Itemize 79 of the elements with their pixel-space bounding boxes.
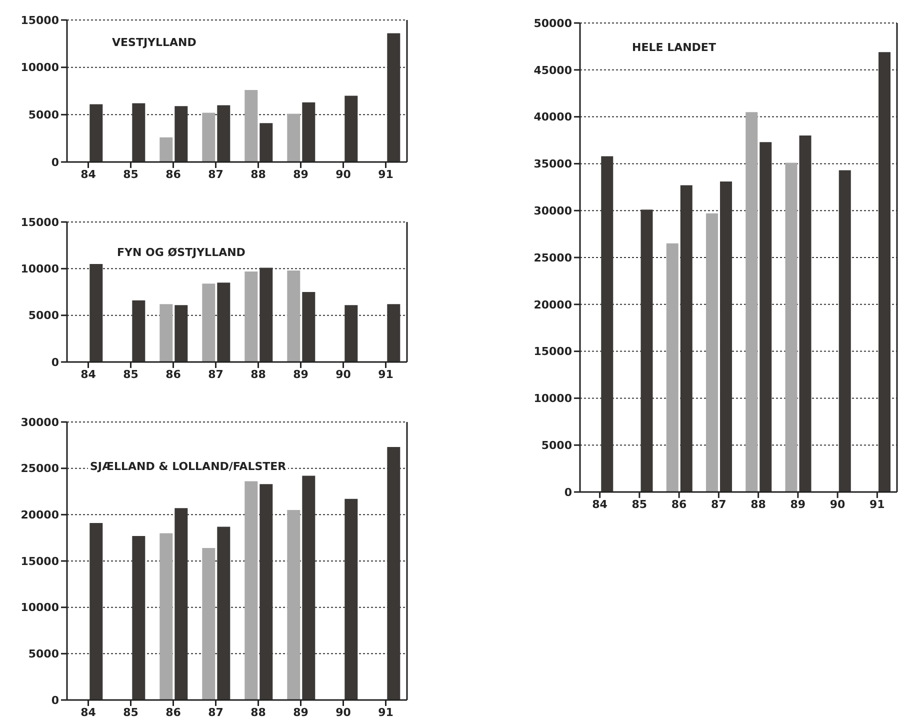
y-tick-label: 30000 xyxy=(534,204,572,218)
x-tick-label: 85 xyxy=(123,168,138,181)
x-tick-label: 91 xyxy=(378,168,394,181)
text: VESTJYLLAND xyxy=(110,36,198,49)
x-tick-label: 88 xyxy=(250,168,266,181)
text: FYN OG ØSTJYLLAND xyxy=(115,246,248,259)
y-tick-label: 50000 xyxy=(534,16,572,30)
y-tick-label: 10000 xyxy=(20,262,60,276)
bar xyxy=(706,213,718,492)
x-tick-label: 87 xyxy=(208,368,224,381)
x-tick-label: 90 xyxy=(336,706,352,719)
y-tick-label: 5000 xyxy=(28,108,60,122)
bar xyxy=(244,481,258,700)
bar xyxy=(244,271,258,362)
bar xyxy=(202,548,216,700)
y-tick-label: 10000 xyxy=(534,392,572,406)
x-tick-label: 85 xyxy=(123,368,138,381)
y-tick-label: 40000 xyxy=(534,110,572,124)
x-tick-label: 91 xyxy=(870,498,885,511)
x-tick-label: 86 xyxy=(166,168,182,181)
x-tick-label: 87 xyxy=(208,706,224,719)
y-tick-label: 10000 xyxy=(20,601,60,614)
bar xyxy=(160,533,173,700)
x-tick-label: 85 xyxy=(123,706,138,719)
bar xyxy=(287,270,300,362)
x-tick-label: 84 xyxy=(80,368,96,381)
y-tick-label: 0 xyxy=(51,156,60,169)
x-tick-label: 89 xyxy=(293,368,308,381)
bar xyxy=(260,123,273,162)
bar xyxy=(746,112,758,492)
y-tick-label: 30000 xyxy=(20,416,60,429)
y-tick-label: 0 xyxy=(51,694,60,707)
y-tick-label: 15000 xyxy=(534,345,572,358)
x-tick-label: 89 xyxy=(790,498,806,511)
text: SJÆLLAND & LOLLAND/FALSTER xyxy=(88,460,288,473)
text: HELE LANDET xyxy=(630,41,718,54)
bar xyxy=(785,162,798,492)
y-tick-label: 35000 xyxy=(534,158,572,171)
x-tick-label: 87 xyxy=(208,168,224,181)
y-tick-label: 20000 xyxy=(534,298,572,312)
x-tick-label: 90 xyxy=(336,368,352,381)
x-tick-label: 87 xyxy=(711,498,726,511)
x-tick-label: 89 xyxy=(293,706,308,719)
bar xyxy=(287,510,300,700)
x-tick-label: 85 xyxy=(632,498,648,511)
y-tick-label: 10000 xyxy=(20,61,60,74)
x-tick-label: 88 xyxy=(250,706,266,719)
bar xyxy=(202,112,216,162)
y-tick-label: 5000 xyxy=(28,309,60,322)
x-tick-label: 84 xyxy=(80,168,96,181)
bar xyxy=(160,304,173,362)
y-tick-label: 15000 xyxy=(20,14,60,27)
y-tick-label: 0 xyxy=(564,486,572,499)
y-tick-label: 20000 xyxy=(20,508,60,522)
bar xyxy=(160,137,173,162)
x-tick-label: 84 xyxy=(80,706,96,719)
x-tick-label: 89 xyxy=(293,168,308,181)
y-tick-label: 0 xyxy=(51,356,60,369)
bar xyxy=(666,243,678,492)
x-tick-label: 84 xyxy=(592,498,608,511)
y-tick-label: 45000 xyxy=(534,64,572,77)
x-tick-label: 90 xyxy=(336,168,352,181)
x-tick-label: 90 xyxy=(830,498,846,511)
y-tick-label: 15000 xyxy=(20,216,60,229)
x-tick-label: 91 xyxy=(378,368,394,381)
x-tick-label: 86 xyxy=(671,498,688,511)
x-tick-label: 86 xyxy=(166,368,182,381)
y-tick-label: 25000 xyxy=(534,251,572,264)
x-tick-label: 88 xyxy=(750,498,766,511)
x-tick-label: 91 xyxy=(378,706,394,719)
bar xyxy=(244,90,258,162)
x-tick-label: 86 xyxy=(166,706,182,719)
y-tick-label: 25000 xyxy=(20,462,60,476)
y-tick-label: 5000 xyxy=(28,648,60,661)
bar xyxy=(287,114,300,162)
x-tick-label: 88 xyxy=(250,368,266,381)
bar xyxy=(202,284,216,362)
y-tick-label: 5000 xyxy=(541,439,572,452)
y-tick-label: 15000 xyxy=(20,554,60,568)
